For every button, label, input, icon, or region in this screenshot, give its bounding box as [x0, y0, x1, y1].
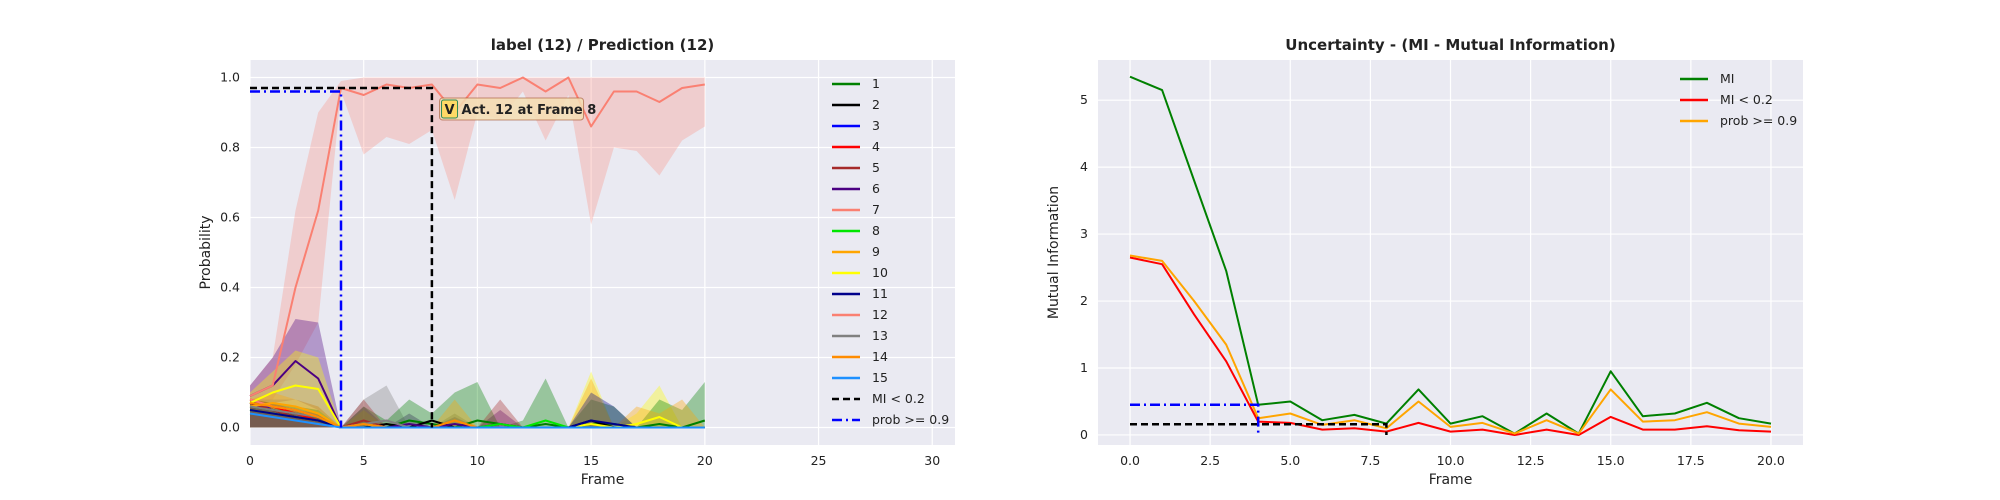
- legend-label: MI < 0.2: [872, 391, 925, 406]
- series-line-12: [249, 76, 705, 397]
- annotation-box: [439, 97, 585, 121]
- legend-label: 9: [872, 244, 880, 259]
- series-line-MI: [1129, 75, 1772, 435]
- legend-label: 5: [872, 160, 880, 175]
- y-tick-label: 4: [1080, 159, 1088, 174]
- chart-title: label (12) / Prediction (12): [491, 36, 714, 54]
- x-tick-label: 2.5: [1200, 453, 1220, 468]
- series-line-15: [249, 412, 705, 429]
- series-line-MI-0-2: [1129, 256, 1772, 436]
- legend-label: 1: [872, 76, 880, 91]
- x-tick-label: 15.0: [1597, 453, 1625, 468]
- legend-label: prob >= 0.9: [872, 412, 949, 427]
- legend-label: prob >= 0.9: [1720, 113, 1797, 128]
- x-tick-label: 25: [811, 453, 827, 468]
- y-tick-label: 1.0: [220, 70, 240, 85]
- y-tick-label: 0.2: [220, 350, 240, 365]
- legend-label: 3: [872, 118, 880, 133]
- band-series-6: [250, 319, 705, 428]
- reference-line-0: [1130, 422, 1388, 435]
- x-tick-label: 0.0: [1120, 453, 1140, 468]
- y-tick-label: 2: [1080, 293, 1088, 308]
- legend-label: 2: [872, 97, 880, 112]
- legend-label: 14: [872, 349, 888, 364]
- legend: MI MI < 0.2 prob >= 0.9: [1680, 71, 1797, 128]
- chart-title: Uncertainty - (MI - Mutual Information): [1285, 36, 1615, 54]
- band-series-1: [250, 378, 705, 428]
- y-tick-label: 0.0: [220, 420, 240, 435]
- y-tick-label: 3: [1080, 226, 1088, 241]
- x-tick-label: 7.5: [1360, 453, 1380, 468]
- legend-label: 8: [872, 223, 880, 238]
- legend-label: 6: [872, 181, 880, 196]
- x-tick-label: 15: [583, 453, 599, 468]
- band-series-13: [250, 385, 705, 428]
- x-tick-label: 0: [246, 453, 254, 468]
- reference-line-1: [1130, 403, 1260, 435]
- legend-label: 10: [872, 265, 888, 280]
- legend-label: MI < 0.2: [1720, 92, 1773, 107]
- annotation-badge: [441, 99, 459, 119]
- annotation-text: Act. 12 at Frame 8: [462, 103, 597, 118]
- y-tick-label: 1: [1080, 360, 1088, 375]
- x-axis-label: Frame: [581, 472, 625, 488]
- band-series-12: [250, 77, 705, 410]
- x-tick-label: 20: [697, 453, 713, 468]
- y-tick-label: 0.6: [220, 210, 240, 225]
- right-chart: 0.0 2.5 5.0 7.5 10.0 12.5 15.0 17.5 20.0 0 1 2 3 4 5 Un…: [1046, 36, 1803, 488]
- band-series-10: [250, 350, 705, 428]
- reference-line-1: [250, 90, 343, 428]
- legend-label: 15: [872, 370, 888, 385]
- left-chart: 0 5 10 15 20 25 300.00.20.40.60.81.0V Act. 12 a…: [198, 36, 955, 488]
- reference-line-0: [250, 86, 434, 428]
- legend-label: 4: [872, 139, 880, 154]
- y-tick-label: 0.8: [220, 140, 240, 155]
- legend-label: 7: [872, 202, 880, 217]
- x-tick-label: 10: [469, 453, 485, 468]
- x-axis-label: Frame: [1429, 472, 1473, 488]
- x-tick-label: 10.0: [1437, 453, 1465, 468]
- y-tick-label: 0: [1080, 427, 1088, 442]
- x-tick-label: 17.5: [1677, 453, 1705, 468]
- annotation-badge-text: V: [445, 103, 455, 118]
- annotation: V Act. 12 at Frame 8: [439, 97, 597, 121]
- x-tick-label: 30: [924, 453, 940, 468]
- y-axis-label: Mutual Information: [1046, 186, 1062, 319]
- legend-label: 11: [872, 286, 888, 301]
- y-tick-label: 0.4: [220, 280, 240, 295]
- series-line-prob-0-9: [1129, 254, 1772, 435]
- x-tick-label: 12.5: [1517, 453, 1545, 468]
- x-tick-label: 20.0: [1757, 453, 1785, 468]
- band-series-11: [250, 392, 705, 428]
- legend-label: MI: [1720, 71, 1734, 86]
- legend-label: 12: [872, 307, 888, 322]
- band-series-9: [250, 378, 705, 428]
- x-tick-label: 5.0: [1280, 453, 1300, 468]
- legend-label: 13: [872, 328, 888, 343]
- y-axis-label: Probability: [198, 215, 214, 289]
- x-tick-label: 5: [360, 453, 368, 468]
- y-tick-label: 5: [1080, 92, 1088, 107]
